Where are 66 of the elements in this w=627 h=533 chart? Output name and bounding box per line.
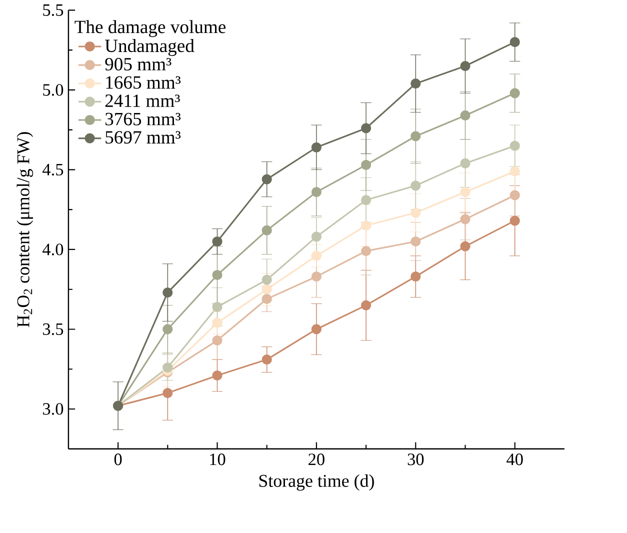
- point: [410, 236, 421, 247]
- point: [410, 78, 421, 89]
- point: [212, 370, 222, 381]
- legend-label: 1665 mm³: [106, 76, 181, 89]
- legend-label: 905 mm³: [105, 58, 172, 71]
- point: [410, 180, 421, 191]
- point: [311, 272, 322, 282]
- point: [311, 187, 322, 198]
- point: [510, 190, 520, 200]
- point: [510, 88, 520, 98]
- y-tick-label: 4.5: [42, 164, 64, 176]
- point: [410, 131, 421, 142]
- point: [410, 272, 421, 282]
- point: [460, 61, 470, 72]
- point: [311, 142, 322, 153]
- point: [262, 225, 272, 236]
- x-tick-label: 10: [210, 454, 226, 466]
- y-tick-label: 4.0: [42, 244, 64, 256]
- point: [510, 166, 520, 177]
- point: [361, 123, 372, 134]
- legend-label: 5697 mm³: [106, 131, 181, 144]
- point: [311, 250, 322, 262]
- point: [361, 246, 372, 256]
- y-tick-label: 5.0: [43, 84, 64, 96]
- point: [212, 318, 222, 328]
- point: [460, 241, 470, 252]
- point: [510, 140, 520, 152]
- point: [460, 187, 470, 198]
- point: [212, 270, 222, 280]
- point: [212, 336, 222, 346]
- point: [460, 110, 470, 121]
- x-tick-label: 40: [506, 454, 523, 466]
- point: [361, 220, 372, 231]
- point: [262, 284, 272, 295]
- x-axis-title: Storage time (d): [259, 474, 374, 491]
- point: [262, 274, 272, 286]
- point: [262, 174, 272, 185]
- legend-label: 2411 mm³: [105, 94, 180, 108]
- legend-title: The damage volume: [74, 20, 226, 38]
- x-tick-label: 20: [308, 454, 324, 466]
- point: [162, 388, 173, 398]
- point: [460, 158, 470, 169]
- legend-label: Undamaged: [104, 39, 194, 56]
- point: [361, 160, 372, 170]
- point: [311, 324, 322, 334]
- point: [410, 208, 421, 218]
- point: [311, 232, 322, 242]
- point: [262, 294, 272, 304]
- point: [212, 302, 222, 312]
- legend-label: 3765 mm³: [105, 113, 181, 126]
- y-axis-title: H$_{2}$O$_{2}$ content (μmol/g FW): [16, 132, 34, 328]
- point: [262, 354, 272, 365]
- y-tick-label: 5.5: [43, 4, 64, 16]
- x-tick-label: 0: [114, 454, 122, 466]
- x-tick-label: 30: [408, 454, 424, 466]
- point: [162, 362, 173, 373]
- point: [162, 324, 173, 334]
- point: [460, 214, 470, 224]
- point: [510, 216, 520, 226]
- point: [212, 236, 222, 247]
- point: [162, 288, 173, 298]
- y-tick-label: 3.0: [43, 403, 64, 416]
- y-tick-label: 3.5: [43, 324, 64, 336]
- point: [510, 37, 520, 48]
- point: [361, 195, 372, 206]
- point: [361, 300, 372, 311]
